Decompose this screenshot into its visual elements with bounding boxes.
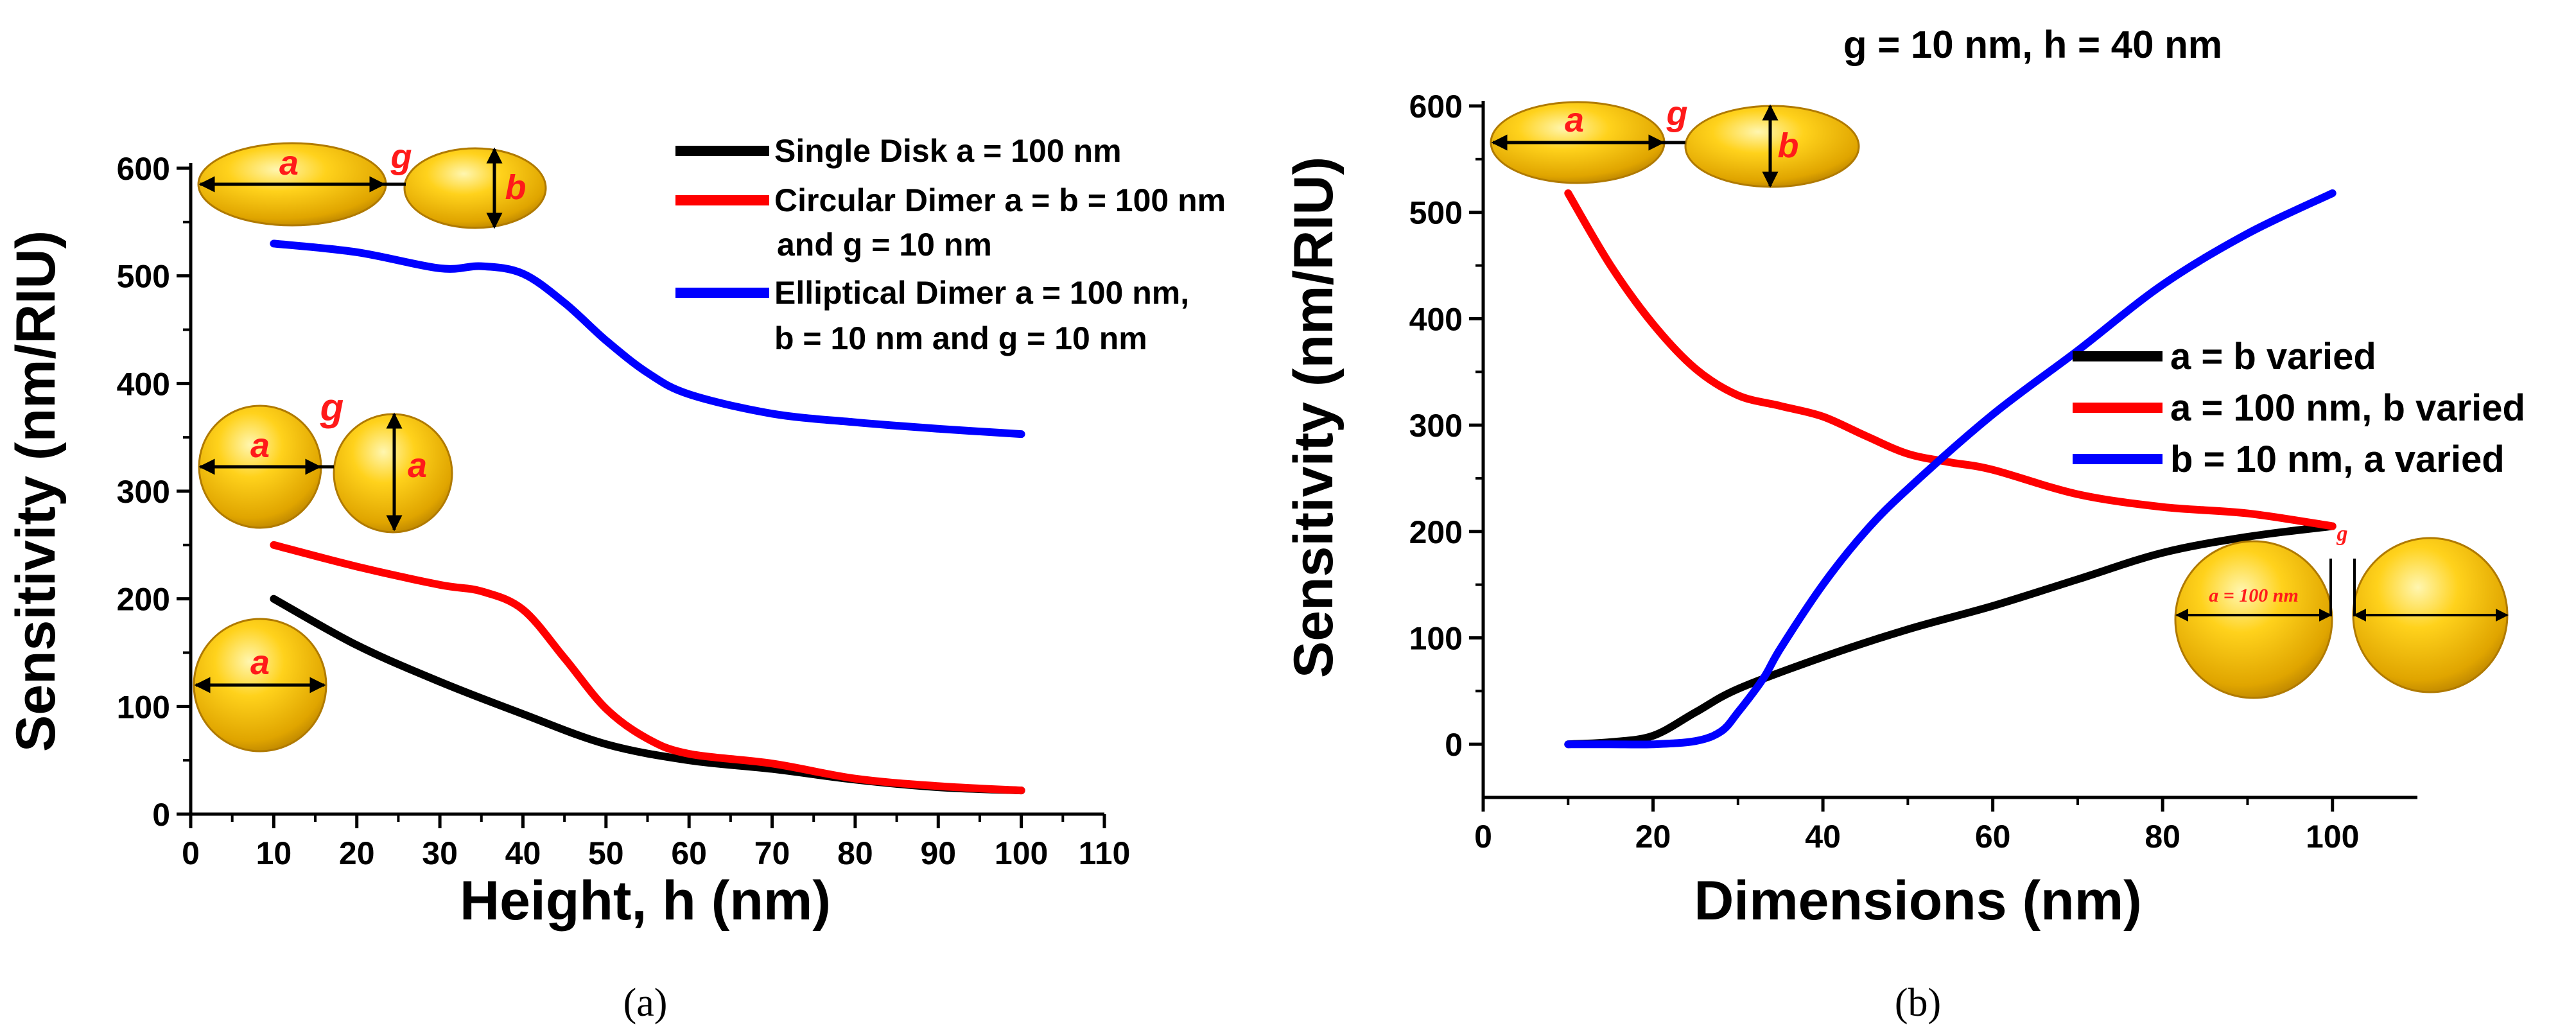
- legend-label-circular-dimer: Circular Dimer a = b = 100 nm: [774, 182, 1226, 218]
- legend-label-elliptical-dimer: Elliptical Dimer a = 100 nm,: [774, 275, 1189, 311]
- y-tick-label: 100: [117, 689, 170, 725]
- y-tick-label: 0: [1445, 727, 1463, 763]
- inset-elliptical-dimer: a g b: [197, 137, 547, 229]
- x-tick-label: 100: [2306, 819, 2359, 855]
- x-tick-label: 80: [837, 835, 873, 871]
- series-line-2: [1564, 189, 2337, 749]
- label-b: b: [505, 168, 527, 207]
- series-line-0: [1564, 522, 2337, 749]
- x-tick-label: 110: [1079, 835, 1131, 871]
- label-a-left: a: [250, 426, 270, 465]
- x-tick-label: 20: [1635, 819, 1671, 855]
- panel-a-legend: Single Disk a = 100 nm Circular Dimer a …: [675, 133, 1226, 356]
- label-b: b: [1778, 126, 1799, 165]
- y-tick-label: 200: [1409, 514, 1463, 550]
- x-tick-label: 10: [256, 835, 292, 871]
- legend-label-b-10-a-varied: b = 10 nm, a varied: [2170, 439, 2505, 480]
- label-g: g: [390, 137, 412, 176]
- inset-single-disk: a: [193, 618, 327, 752]
- x-tick-label: 50: [588, 835, 624, 871]
- x-tick-label: 60: [1975, 819, 2011, 855]
- x-tick-label: 40: [505, 835, 541, 871]
- panel-b-x-axis-label: Dimensions (nm): [1694, 870, 2142, 932]
- x-tick-label: 80: [2145, 819, 2180, 855]
- panel-b-axes: [1481, 101, 2417, 799]
- inset-elliptical-dimer-b: a g b: [1490, 94, 1860, 188]
- panel-b-legend: a = b varied a = 100 nm, b varied b = 10…: [2073, 336, 2525, 480]
- panel-a-series: [270, 239, 1025, 795]
- x-tick-label: 90: [920, 835, 956, 871]
- panel-b-series: [1564, 189, 2337, 749]
- label-a-right: a: [408, 446, 427, 485]
- y-tick-label: 300: [117, 474, 170, 510]
- panel-a-y-axis-label: Sensitivity (nm/RIU): [5, 230, 67, 752]
- y-tick-label: 300: [1409, 408, 1463, 444]
- y-tick-label: 400: [117, 366, 170, 402]
- y-tick-label: 100: [1409, 620, 1463, 656]
- panel-b: g = 10 nm, h = 40 nm 0 20 40 60 80 100 0 100 20…: [1283, 23, 2525, 1025]
- label-g: g: [2337, 522, 2348, 546]
- series-line-1: [1564, 189, 2337, 530]
- panel-a: 0 10 20 30 40 50 60 70 80 90 100 110 0 100 200 300 400 5…: [5, 133, 1226, 1025]
- label-a: a: [1565, 101, 1584, 139]
- y-tick-label: 400: [1409, 301, 1463, 337]
- y-tick-label: 500: [117, 259, 170, 295]
- sphere-left: [2174, 540, 2333, 699]
- series-line-0: [270, 595, 1025, 795]
- panel-b-y-ticks: 0 100 200 300 400 500 600: [1409, 89, 1483, 763]
- inset-circular-dimer: a g a: [198, 386, 453, 534]
- label-g: g: [320, 386, 344, 429]
- x-tick-label: 20: [339, 835, 375, 871]
- x-tick-label: 70: [754, 835, 790, 871]
- ellipse-right: [1684, 105, 1860, 188]
- legend-label-single-disk: Single Disk a = 100 nm: [774, 133, 1122, 169]
- legend-label-circular-dimer-cont: and g = 10 nm: [777, 227, 992, 263]
- y-tick-label: 600: [1409, 89, 1463, 125]
- y-tick-label: 500: [1409, 195, 1463, 231]
- panel-b-caption: (b): [1895, 981, 1941, 1025]
- y-tick-label: 600: [117, 151, 170, 187]
- legend-label-a-b-varied: a = b varied: [2170, 336, 2376, 378]
- panel-b-y-axis-label: Sensitivity (nm/RIU): [1283, 157, 1345, 678]
- label-a: a: [279, 144, 299, 182]
- x-tick-label: 30: [422, 835, 458, 871]
- x-tick-label: 0: [182, 835, 200, 871]
- label-a: a: [250, 643, 270, 682]
- legend-label-a-100-b-varied: a = 100 nm, b varied: [2170, 387, 2525, 429]
- panel-a-caption: (a): [623, 981, 668, 1025]
- legend-label-elliptical-dimer-cont: b = 10 nm and g = 10 nm: [774, 320, 1147, 356]
- label-g: g: [1666, 94, 1688, 133]
- series-line-1: [270, 541, 1025, 795]
- y-tick-label: 0: [152, 797, 170, 833]
- y-tick-label: 200: [117, 582, 170, 618]
- panel-a-y-ticks: 0 100 200 300 400 500 600: [117, 151, 191, 833]
- inset-circular-dimer-b: a = 100 nm g: [2174, 522, 2509, 699]
- panel-a-x-axis-label: Height, h (nm): [460, 870, 831, 932]
- x-tick-label: 40: [1805, 819, 1841, 855]
- ellipse-right: [403, 147, 547, 229]
- panel-a-x-ticks: 0 10 20 30 40 50 60 70 80 90 100 110: [182, 814, 1130, 871]
- label-a-100nm: a = 100 nm: [2209, 585, 2299, 606]
- x-tick-label: 100: [995, 835, 1048, 871]
- panel-b-x-ticks: 0 20 40 60 80 100: [1474, 797, 2359, 855]
- x-tick-label: 60: [671, 835, 707, 871]
- series-line-2: [270, 239, 1025, 439]
- panel-b-title: g = 10 nm, h = 40 nm: [1843, 23, 2222, 66]
- x-tick-label: 0: [1474, 819, 1492, 855]
